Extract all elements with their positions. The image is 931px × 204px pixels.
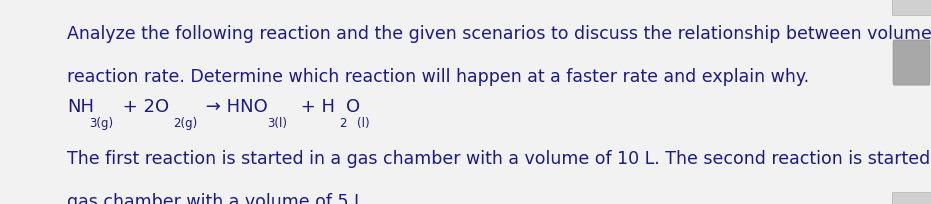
- Text: gas chamber with a volume of 5 L.: gas chamber with a volume of 5 L.: [67, 192, 369, 204]
- Text: O: O: [346, 97, 360, 115]
- Text: → HNO: → HNO: [200, 97, 268, 115]
- Text: + 2O: + 2O: [116, 97, 169, 115]
- Text: 3(l): 3(l): [267, 116, 287, 130]
- Text: + H: + H: [294, 97, 334, 115]
- Bar: [892, 192, 931, 204]
- Text: (l): (l): [358, 116, 370, 130]
- Text: 2(g): 2(g): [172, 116, 196, 130]
- Text: 3(g): 3(g): [89, 116, 114, 130]
- Text: reaction rate. Determine which reaction will happen at a faster rate and explain: reaction rate. Determine which reaction …: [67, 67, 809, 85]
- Text: NH: NH: [67, 97, 94, 115]
- Bar: [892, 0, 931, 16]
- Text: Analyze the following reaction and the given scenarios to discuss the relationsh: Analyze the following reaction and the g…: [67, 24, 931, 42]
- Text: 2: 2: [340, 116, 347, 130]
- Text: The first reaction is started in a gas chamber with a volume of 10 L. The second: The first reaction is started in a gas c…: [67, 149, 931, 167]
- FancyBboxPatch shape: [893, 41, 930, 86]
